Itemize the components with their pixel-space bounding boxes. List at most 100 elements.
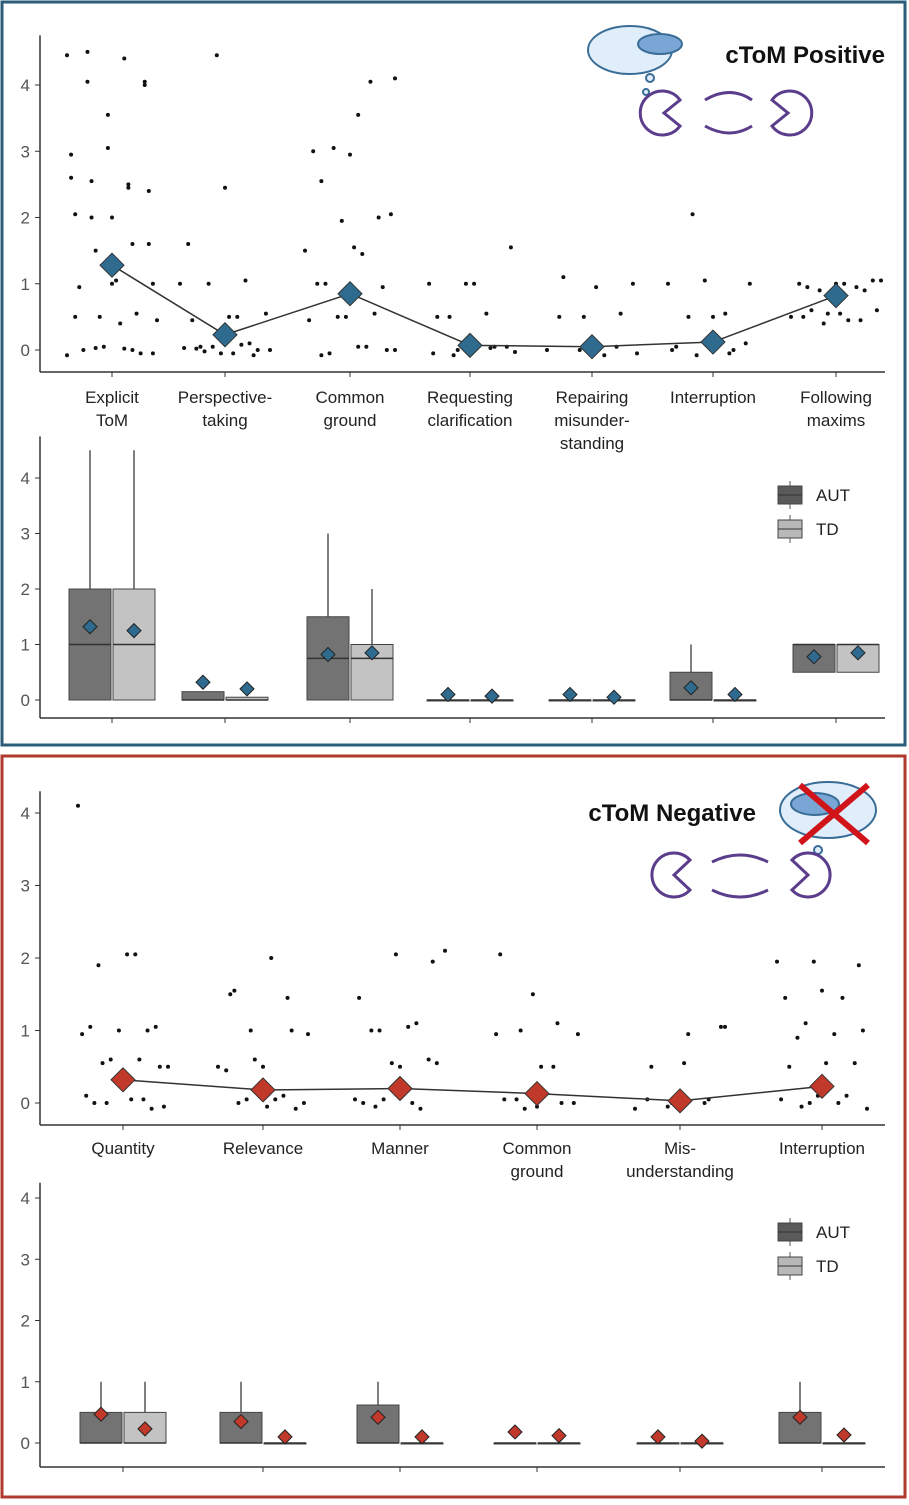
data-point bbox=[92, 1101, 97, 1105]
mean-marker bbox=[337, 280, 363, 307]
data-point bbox=[852, 1061, 857, 1066]
data-point bbox=[559, 1101, 564, 1105]
data-point bbox=[198, 344, 203, 349]
data-point bbox=[89, 215, 94, 220]
data-point bbox=[96, 963, 101, 968]
y-tick-label: 1 bbox=[21, 1373, 30, 1392]
data-point bbox=[594, 285, 599, 290]
legend-label: TD bbox=[816, 520, 839, 539]
mean-marker bbox=[277, 1429, 293, 1445]
data-point bbox=[118, 321, 123, 326]
y-tick-label: 1 bbox=[21, 636, 30, 655]
data-point bbox=[690, 212, 695, 217]
data-point bbox=[265, 1104, 270, 1109]
data-point bbox=[602, 353, 607, 358]
data-point bbox=[571, 1101, 576, 1105]
mean-marker bbox=[82, 619, 98, 635]
legend-label: AUT bbox=[816, 1223, 850, 1242]
x-tick-label: Manner bbox=[371, 1139, 429, 1158]
data-point bbox=[820, 988, 824, 993]
data-point bbox=[702, 1101, 707, 1105]
data-point bbox=[811, 959, 816, 964]
data-point bbox=[93, 248, 98, 253]
data-point bbox=[824, 1061, 829, 1066]
data-point bbox=[150, 351, 155, 356]
data-point bbox=[73, 212, 78, 217]
data-point bbox=[122, 346, 127, 351]
data-point bbox=[518, 1028, 523, 1033]
data-point bbox=[775, 959, 779, 964]
data-point bbox=[854, 285, 859, 290]
data-point bbox=[803, 1021, 808, 1026]
x-tick-label: Perspective- bbox=[178, 388, 272, 407]
data-point bbox=[218, 351, 223, 356]
x-tick-label: maxims bbox=[807, 411, 866, 430]
data-point bbox=[747, 281, 752, 286]
data-point bbox=[125, 952, 130, 957]
data-point bbox=[343, 314, 348, 319]
data-point bbox=[76, 803, 80, 808]
data-point bbox=[431, 351, 436, 356]
mean-marker bbox=[524, 1080, 550, 1107]
y-tick-label: 2 bbox=[21, 209, 30, 228]
mean-marker bbox=[414, 1429, 430, 1445]
data-point bbox=[513, 349, 517, 354]
y-tick-label: 2 bbox=[21, 580, 30, 599]
mean-marker bbox=[809, 1073, 835, 1100]
data-point bbox=[206, 281, 211, 286]
data-point bbox=[216, 1064, 220, 1069]
mean-marker bbox=[579, 333, 605, 360]
data-point bbox=[356, 344, 361, 349]
data-point bbox=[142, 79, 147, 84]
data-point bbox=[251, 353, 256, 358]
y-tick-label: 0 bbox=[21, 1094, 30, 1113]
data-point bbox=[178, 281, 182, 286]
data-point bbox=[406, 1024, 411, 1029]
data-point bbox=[77, 285, 82, 290]
data-point bbox=[114, 278, 119, 283]
data-point bbox=[380, 285, 385, 290]
negative-frame bbox=[0, 754, 907, 1499]
data-point bbox=[116, 1028, 121, 1033]
data-point bbox=[393, 76, 397, 81]
data-point bbox=[69, 152, 74, 157]
data-point bbox=[273, 1097, 278, 1102]
mean-marker bbox=[370, 1409, 386, 1425]
data-point bbox=[307, 318, 312, 323]
mean-marker bbox=[484, 688, 500, 704]
data-point bbox=[795, 1035, 800, 1040]
x-tick-label: taking bbox=[202, 411, 247, 430]
x-tick-label: Quantity bbox=[91, 1139, 155, 1158]
data-point bbox=[846, 318, 851, 323]
data-point bbox=[522, 1106, 527, 1111]
data-point bbox=[281, 1093, 286, 1098]
data-point bbox=[557, 314, 562, 319]
x-tick-label: Common bbox=[316, 388, 385, 407]
data-point bbox=[618, 311, 623, 316]
data-point bbox=[236, 1101, 241, 1105]
data-point bbox=[414, 1021, 419, 1026]
data-point bbox=[155, 318, 159, 323]
data-point bbox=[435, 314, 440, 319]
data-point bbox=[434, 1061, 439, 1066]
data-point bbox=[369, 1028, 374, 1033]
legend-label: AUT bbox=[816, 486, 850, 505]
negative-icon bbox=[650, 781, 877, 899]
data-point bbox=[149, 1106, 154, 1111]
x-tick-label: Mis- bbox=[664, 1139, 696, 1158]
y-tick-label: 4 bbox=[21, 76, 30, 95]
data-point bbox=[285, 995, 290, 1000]
data-point bbox=[862, 288, 867, 293]
data-point bbox=[856, 963, 861, 968]
x-tick-label: ToM bbox=[96, 411, 128, 430]
data-point bbox=[488, 346, 493, 351]
data-point bbox=[357, 995, 362, 1000]
data-point bbox=[860, 1028, 865, 1033]
data-point bbox=[306, 1032, 310, 1037]
data-point bbox=[65, 53, 69, 58]
data-point bbox=[182, 346, 187, 351]
data-point bbox=[289, 1028, 294, 1033]
data-point bbox=[130, 348, 135, 352]
data-point bbox=[443, 948, 447, 953]
